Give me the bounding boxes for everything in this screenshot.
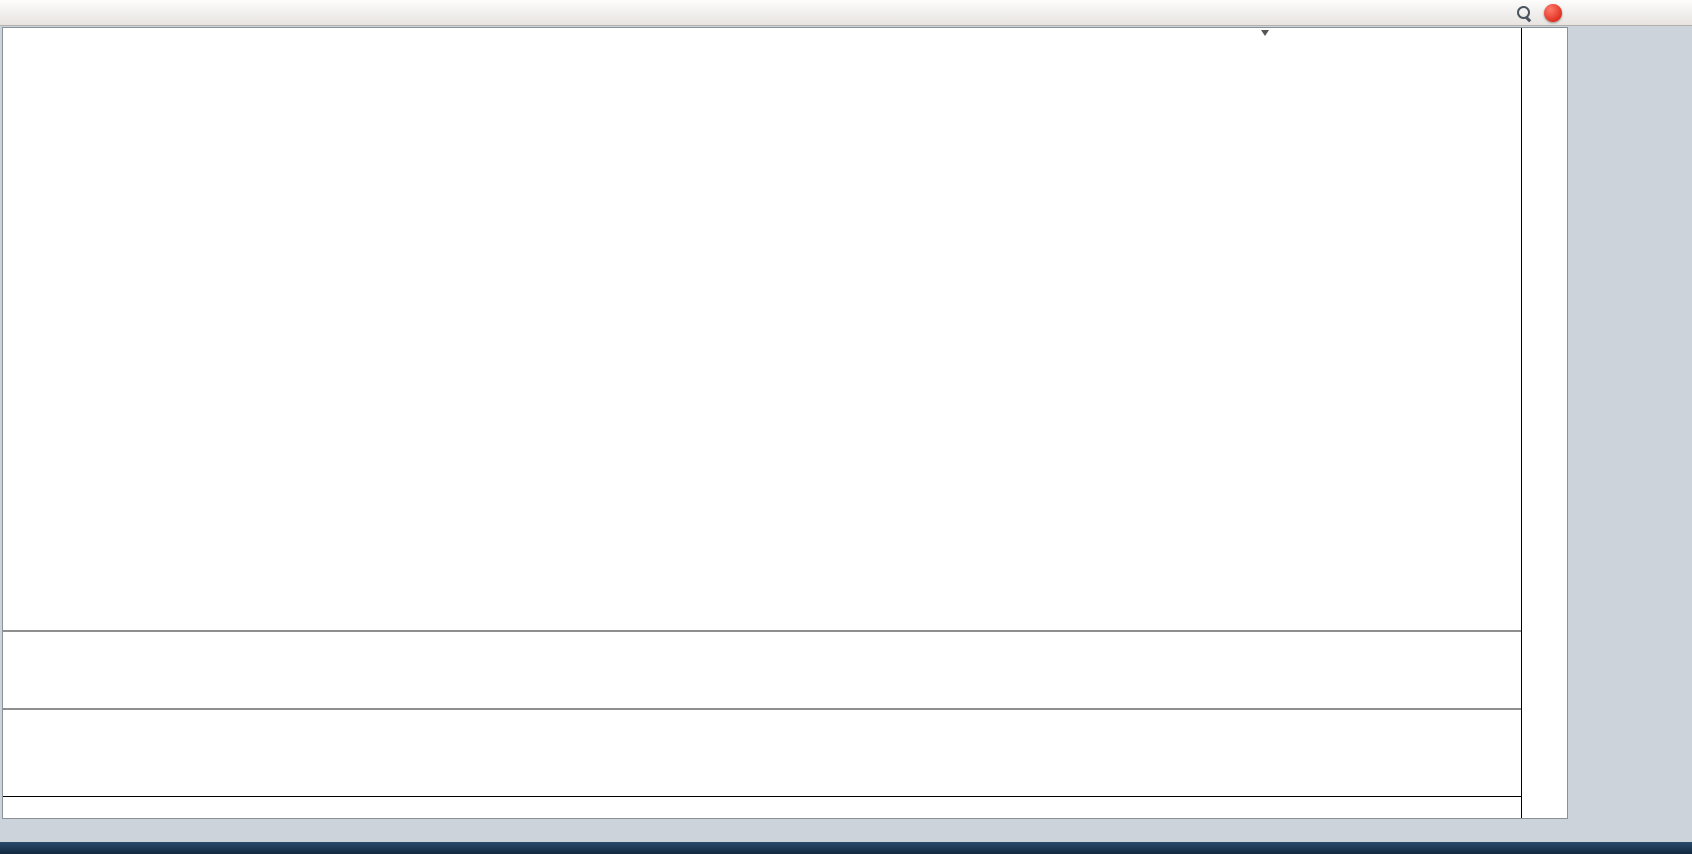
rsi-label: [7, 712, 19, 723]
chart-window: [2, 27, 1568, 819]
notification-badge[interactable]: [1544, 4, 1562, 22]
time-axis[interactable]: [3, 796, 1521, 818]
panel-splitter[interactable]: [3, 630, 1521, 632]
toolbar: [0, 0, 1692, 26]
rsi-chart: [3, 710, 1521, 794]
price-axis[interactable]: [1521, 28, 1567, 818]
macd-chart: [3, 632, 1521, 708]
search-icon[interactable]: [1516, 5, 1532, 21]
rsi-panel: [3, 710, 1521, 794]
chart-plot-area: [3, 28, 1521, 818]
panel-splitter[interactable]: [3, 708, 1521, 710]
chart-title: [8, 34, 18, 46]
bottom-status-bar: [0, 842, 1692, 854]
macd-label: [7, 634, 25, 645]
toolbar-right-group: [1516, 4, 1562, 22]
chart-shift-marker-icon[interactable]: [1261, 30, 1269, 36]
macd-panel: [3, 632, 1521, 708]
main-chart: [3, 28, 1521, 630]
